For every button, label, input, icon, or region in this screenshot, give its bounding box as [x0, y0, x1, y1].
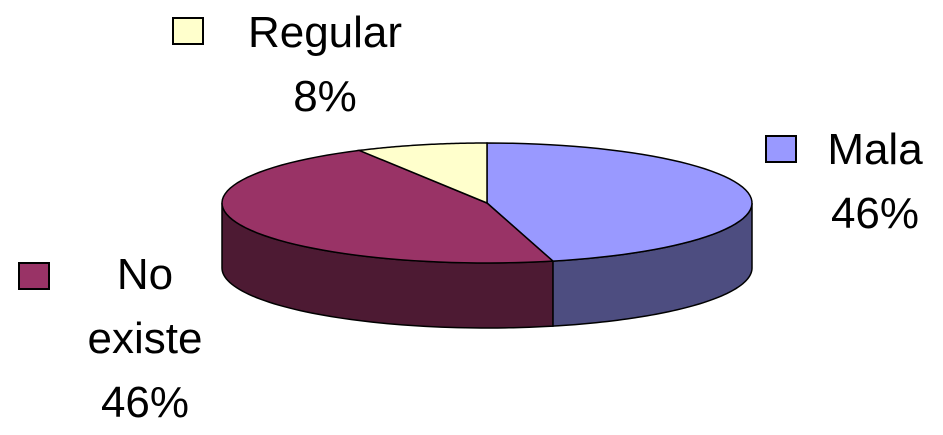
slice	[221, 149, 555, 264]
category-name: Regular	[247, 8, 403, 57]
legend-swatch	[18, 262, 50, 290]
legend-swatch	[172, 17, 204, 45]
slice-label: Mala 46%	[810, 118, 940, 246]
chart	[221, 142, 753, 329]
value-label: 8%	[293, 72, 357, 121]
value-label: 46%	[830, 189, 920, 238]
value-label: 46%	[100, 378, 190, 427]
legend-swatch	[765, 135, 797, 163]
category-name: Mala	[827, 125, 923, 174]
slice-label: No existe 46%	[60, 243, 230, 435]
slice-label: Regular 8%	[225, 1, 425, 129]
slice	[486, 142, 753, 262]
page: {"chart_data": {"type": "pie", "categori…	[18, 1, 940, 427]
slice	[356, 142, 488, 205]
category-name: No existe	[87, 250, 203, 363]
